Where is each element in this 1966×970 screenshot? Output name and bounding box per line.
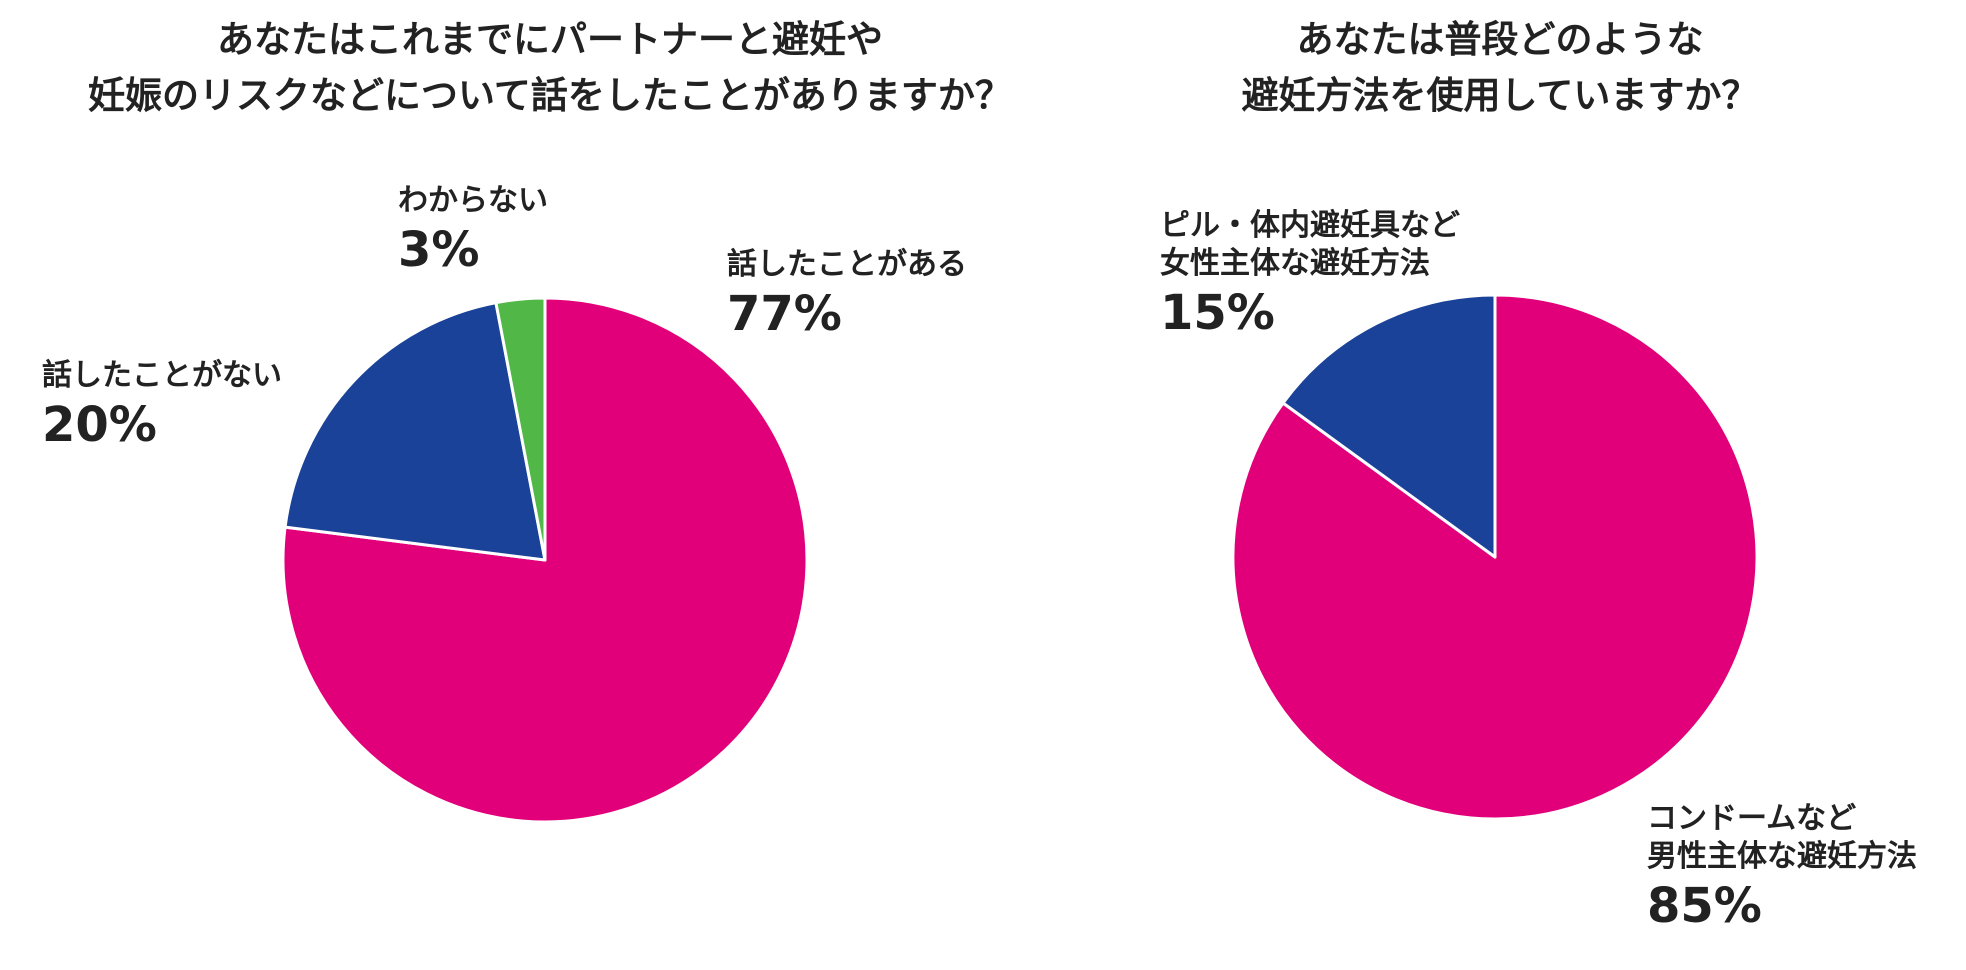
slice-label-text: 女性主体な避妊方法 (1160, 246, 1430, 281)
slice-percent: 15% (1160, 285, 1275, 341)
right-chart-title-line-1: あなたは普段どのような (1296, 18, 1704, 61)
left-slice-label-talked: 話したことがある 77% (727, 246, 967, 342)
slice-percent: 20% (42, 397, 157, 453)
right-chart-title: あなたは普段どのような 避妊方法を使用していますか？ (1120, 12, 1880, 124)
left-pie-slice-3 (494, 296, 547, 562)
left-pie-slice-2 (283, 301, 547, 562)
left-chart-title: あなたはこれまでにパートナーと避妊や 妊娠のリスクなどについて話をしたことがあり… (0, 12, 1100, 124)
slice-percent: 3% (398, 222, 480, 278)
slice-label-text: わからない (398, 183, 548, 218)
right-slice-label-male-methods: コンドームなど 男性主体な避妊方法 85% (1647, 800, 1917, 934)
slice-label-text: コンドームなど (1647, 801, 1857, 836)
slice-label-text: 話したことがある (727, 247, 967, 282)
right-pie-chart (1231, 293, 1759, 821)
slice-label-text: 男性主体な避妊方法 (1647, 839, 1917, 874)
left-slice-label-not-talked: 話したことがない 20% (42, 357, 282, 453)
left-slice-label-unknown: わからない 3% (398, 182, 548, 278)
slice-label-text: ピル・体内避妊具など (1160, 208, 1460, 243)
left-chart-title-line-1: あなたはこれまでにパートナーと避妊や (217, 18, 883, 61)
right-slice-label-female-methods: ピル・体内避妊具など 女性主体な避妊方法 15% (1160, 207, 1460, 341)
left-pie-chart (281, 296, 809, 824)
left-chart-title-line-2: 妊娠のリスクなどについて話をしたことがありますか？ (88, 74, 1012, 117)
right-chart-title-line-2: 避妊方法を使用していますか？ (1241, 74, 1759, 117)
slice-label-text: 話したことがない (42, 358, 282, 393)
slice-percent: 77% (727, 286, 842, 342)
right-pie-slice-2 (1281, 293, 1497, 559)
slice-percent: 85% (1647, 878, 1762, 934)
